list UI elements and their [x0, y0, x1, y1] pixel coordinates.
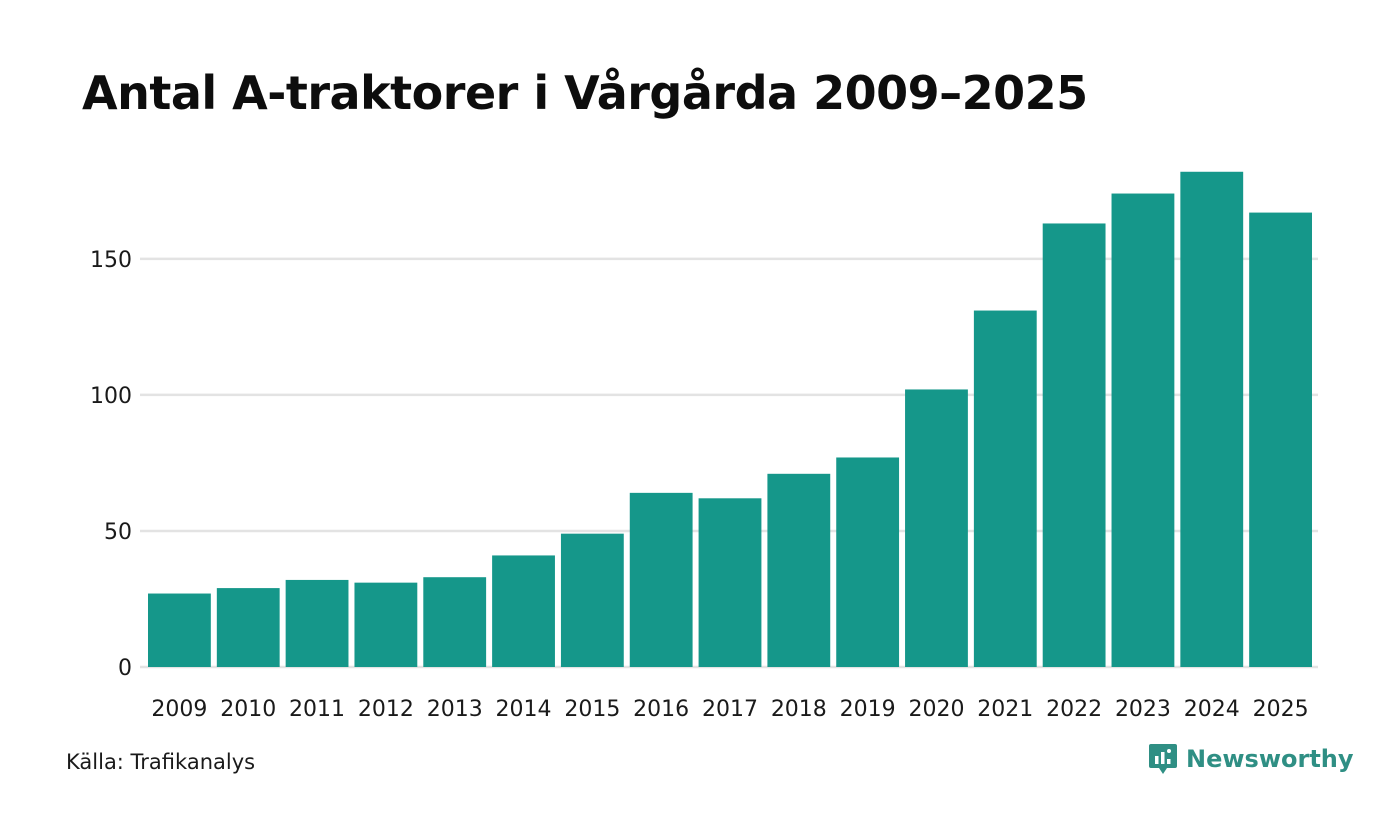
- bar-2012: [354, 582, 418, 667]
- x-tick-label: 2022: [1046, 697, 1102, 722]
- x-tick-label: 2014: [496, 697, 552, 722]
- x-tick-label: 2023: [1115, 697, 1171, 722]
- y-axis-labels: 0 50 100 150: [90, 248, 132, 681]
- bar-2025: [1249, 212, 1312, 667]
- bar-2011: [285, 579, 349, 667]
- y-tick-label: 0: [118, 656, 132, 681]
- x-tick-label: 2015: [564, 697, 620, 722]
- y-tick-label: 150: [90, 248, 132, 273]
- bar-2017: [698, 498, 762, 667]
- bar-2010: [216, 588, 280, 667]
- bar-2015: [560, 533, 624, 667]
- x-axis-labels: 2009 2010 2011 2012 2013 2014 2015 2016 2017 2018…: [151, 697, 1308, 722]
- bar-2019: [836, 457, 900, 667]
- bar-2014: [492, 555, 555, 667]
- x-tick-label: 2024: [1184, 697, 1240, 722]
- source-note: Källa: Trafikanalys: [66, 750, 256, 774]
- bar-2021: [973, 310, 1037, 667]
- bars: [148, 171, 1312, 667]
- x-tick-label: 2021: [977, 697, 1033, 722]
- bar-2016: [629, 492, 693, 667]
- brand-name: Newsworthy: [1186, 745, 1354, 773]
- x-tick-label: 2009: [151, 697, 207, 722]
- x-tick-label: 2017: [702, 697, 758, 722]
- bar-2024: [1180, 171, 1244, 667]
- x-tick-label: 2025: [1253, 697, 1309, 722]
- y-tick-label: 100: [90, 384, 132, 409]
- chart-title: Antal A-traktorer i Vårgårda 2009–2025: [82, 66, 1088, 120]
- brand-logo: Newsworthy: [1148, 742, 1354, 776]
- bar-2020: [905, 389, 968, 667]
- x-tick-label: 2010: [220, 697, 276, 722]
- x-tick-label: 2013: [427, 697, 483, 722]
- bar-2023: [1111, 193, 1175, 667]
- y-tick-label: 50: [104, 520, 132, 545]
- bar-2018: [767, 473, 831, 667]
- newsworthy-logo-icon: [1149, 744, 1177, 774]
- bar-2022: [1042, 223, 1106, 667]
- x-tick-label: 2019: [840, 697, 896, 722]
- x-tick-label: 2011: [289, 697, 345, 722]
- x-tick-label: 2012: [358, 697, 414, 722]
- x-tick-label: 2020: [908, 697, 964, 722]
- bar-2013: [423, 577, 487, 667]
- x-tick-label: 2018: [771, 697, 827, 722]
- x-tick-label: 2016: [633, 697, 689, 722]
- bar-2009: [148, 593, 211, 667]
